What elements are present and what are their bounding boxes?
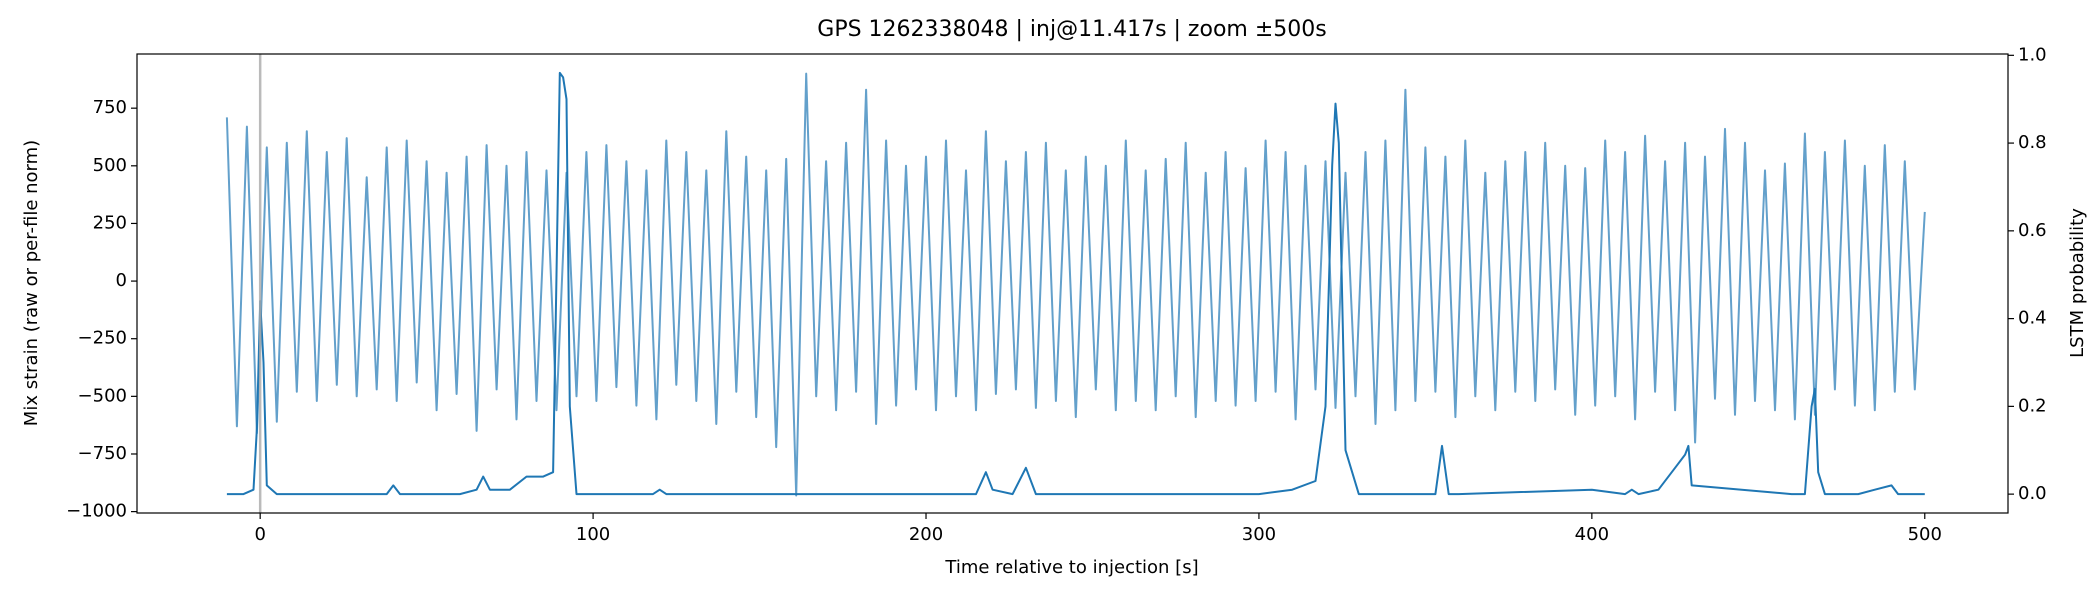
y2-tick-label: 0.4	[2018, 308, 2047, 329]
y2-tick-label: 0.6	[2018, 220, 2047, 241]
y-axis-label: Mix strain (raw or per-file norm)	[21, 140, 42, 426]
y2-tick-label: 0.0	[2018, 483, 2047, 504]
x-tick-label: 500	[1908, 524, 1942, 545]
x-tick-label: 100	[576, 524, 610, 545]
x-tick-label: 300	[1242, 524, 1276, 545]
y-tick-label: −1000	[66, 501, 127, 522]
series-line	[226, 71, 1925, 496]
y-tick-label: 250	[93, 212, 127, 233]
y-tick-label: 750	[93, 97, 127, 118]
y-tick-label: 500	[93, 155, 127, 176]
x-tick-label: 400	[1575, 524, 1609, 545]
x-axis-label: Time relative to injection [s]	[944, 557, 1198, 578]
series-line	[225, 72, 1926, 497]
y2-tick-label: 0.8	[2018, 132, 2047, 153]
y2-tick-label: 0.2	[2018, 395, 2047, 416]
y-tick-label: −750	[78, 443, 127, 464]
y2-axis-label: LSTM probability	[2067, 208, 2088, 358]
y-tick-label: −250	[78, 328, 127, 349]
y-tick-label: −500	[78, 385, 127, 406]
chart-title: GPS 1262338048 | inj@11.417s | zoom ±500…	[817, 17, 1326, 42]
y2-tick-label: 1.0	[2018, 44, 2047, 65]
y-tick-label: 0	[116, 270, 127, 291]
x-tick-label: 0	[254, 524, 265, 545]
x-tick-label: 200	[909, 524, 943, 545]
plot-frame	[136, 53, 2009, 514]
